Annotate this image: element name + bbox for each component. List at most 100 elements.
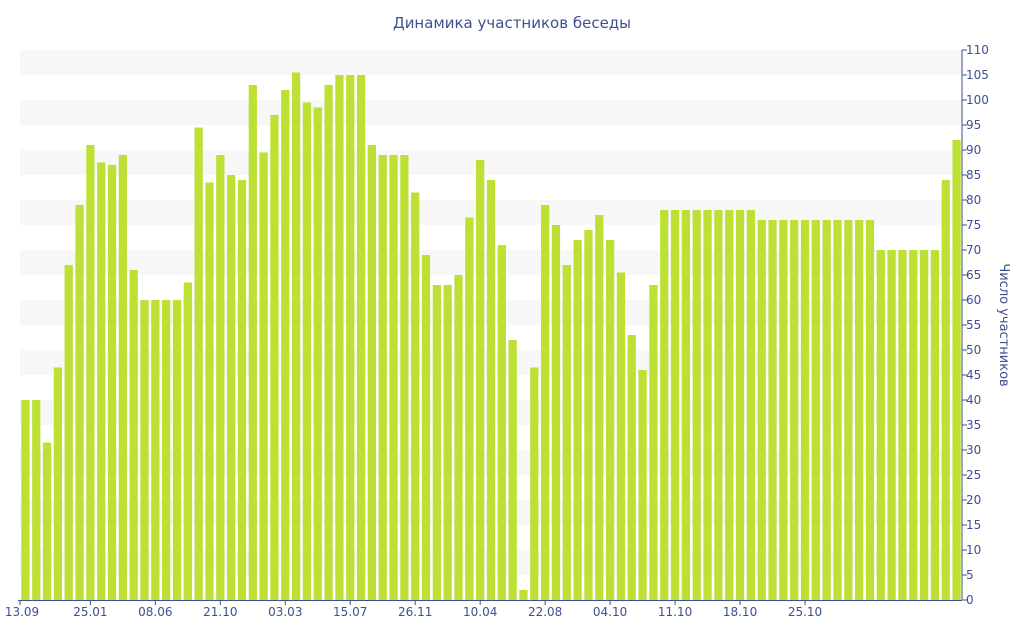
- bar: [313, 107, 322, 600]
- y-tick-label: 40: [966, 393, 981, 407]
- bar: [378, 155, 387, 600]
- y-tick-label: 5: [966, 568, 974, 582]
- bar: [530, 367, 539, 600]
- bars: [21, 72, 961, 600]
- bar: [194, 127, 203, 600]
- bar: [270, 115, 279, 600]
- bar: [703, 210, 712, 600]
- bar: [302, 102, 312, 600]
- bar: [876, 250, 885, 600]
- bar: [844, 220, 853, 600]
- bar: [800, 220, 810, 600]
- chart-title: Динамика участников беседы: [393, 14, 631, 32]
- bar: [627, 335, 636, 600]
- bar: [714, 210, 723, 600]
- bar: [162, 300, 171, 600]
- bar: [822, 220, 831, 600]
- bar: [898, 250, 907, 600]
- bar: [909, 250, 918, 600]
- y-tick-label: 110: [966, 43, 989, 57]
- bar: [497, 245, 506, 600]
- bar: [140, 300, 149, 600]
- bar: [573, 240, 582, 600]
- bar: [183, 282, 192, 600]
- x-tick-label: 21.10: [203, 605, 237, 619]
- bar: [129, 270, 138, 600]
- bar: [725, 210, 734, 600]
- bar: [86, 145, 95, 600]
- bar: [790, 220, 799, 600]
- bar: [811, 220, 820, 600]
- y-tick-label: 30: [966, 443, 981, 457]
- bar: [346, 75, 355, 600]
- bar: [855, 220, 864, 600]
- bar: [952, 140, 961, 600]
- bar: [335, 75, 344, 600]
- bar: [930, 250, 940, 600]
- bar: [367, 145, 377, 600]
- bar: [97, 162, 106, 600]
- x-tick-label: 03.03: [268, 605, 302, 619]
- bar: [919, 250, 929, 600]
- bar: [768, 220, 777, 600]
- bar: [757, 220, 766, 600]
- y-tick-label: 90: [966, 143, 981, 157]
- y-tick-label: 85: [966, 168, 981, 182]
- bar: [833, 220, 842, 600]
- bar: [465, 217, 474, 600]
- bar: [616, 272, 626, 600]
- bar: [865, 220, 875, 600]
- bar: [32, 400, 41, 600]
- y-tick-label: 45: [966, 368, 981, 382]
- bar: [519, 590, 528, 600]
- bar: [400, 155, 409, 600]
- bar: [205, 182, 214, 600]
- bar: [411, 192, 420, 600]
- grid-band: [20, 150, 962, 175]
- bar: [237, 180, 247, 600]
- bar: [605, 240, 615, 600]
- bar: [692, 210, 701, 600]
- bar: [746, 210, 755, 600]
- bar: [281, 90, 290, 600]
- bar: [356, 75, 366, 600]
- bar: [660, 210, 669, 600]
- x-tick-label: 25.10: [788, 605, 822, 619]
- bar: [779, 220, 788, 600]
- bar: [118, 155, 127, 600]
- bar: [476, 160, 485, 600]
- bar: [941, 180, 950, 600]
- x-tick-label: 08.06: [138, 605, 172, 619]
- x-tick-label: 04.10: [593, 605, 627, 619]
- bar: [887, 250, 896, 600]
- y-tick-label: 20: [966, 493, 981, 507]
- y-tick-label: 75: [966, 218, 981, 232]
- bar: [172, 300, 182, 600]
- y-tick-label: 55: [966, 318, 981, 332]
- x-tick-label: 26.11: [398, 605, 432, 619]
- x-tick-label: 15.07: [333, 605, 367, 619]
- bar: [486, 180, 496, 600]
- x-tick-label: 11.10: [658, 605, 692, 619]
- y-axis-label: Число участников: [996, 263, 1011, 386]
- bar: [259, 152, 268, 600]
- grid-band: [20, 50, 962, 75]
- y-tick-label: 105: [966, 68, 989, 82]
- bar: [595, 215, 604, 600]
- bar: [64, 265, 73, 600]
- x-ticks: 13.09 25.01 08.06 21.10 03.03 15.07 26.11 10.04…: [5, 600, 822, 619]
- y-ticks: 0 5 10 15 20 25 30 35 40 45 50 55 60 65 70 75 80 85 90 95 10…: [962, 43, 989, 607]
- y-tick-label: 10: [966, 543, 981, 557]
- bar: [638, 370, 647, 600]
- bar: [75, 205, 84, 600]
- bar: [248, 85, 257, 600]
- bar: [291, 72, 301, 600]
- bar: [541, 205, 550, 600]
- x-tick-label: 18.10: [723, 605, 757, 619]
- bar: [151, 300, 160, 600]
- x-tick-label: 25.01: [73, 605, 107, 619]
- y-tick-label: 100: [966, 93, 989, 107]
- y-tick-label: 50: [966, 343, 981, 357]
